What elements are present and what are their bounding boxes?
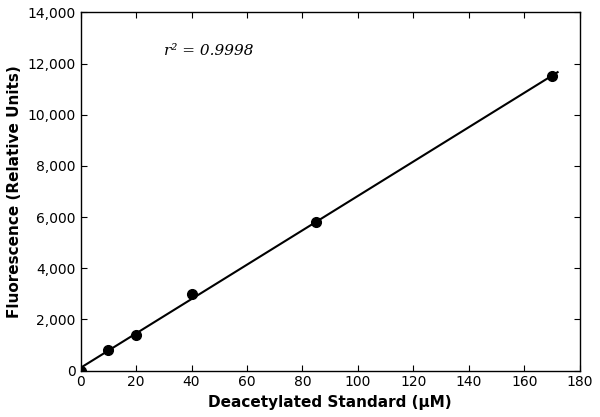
Point (311, 219, 321, 226)
Point (131, 332, 141, 338)
Point (187, 291, 196, 297)
Point (76, 367, 85, 374)
X-axis label: Deacetylated Standard (μM): Deacetylated Standard (μM) (208, 395, 452, 410)
Point (104, 347, 113, 354)
Y-axis label: Fluorescence (Relative Units): Fluorescence (Relative Units) (7, 65, 22, 318)
Text: r² = 0.9998: r² = 0.9998 (164, 44, 253, 58)
Point (547, 73, 557, 80)
